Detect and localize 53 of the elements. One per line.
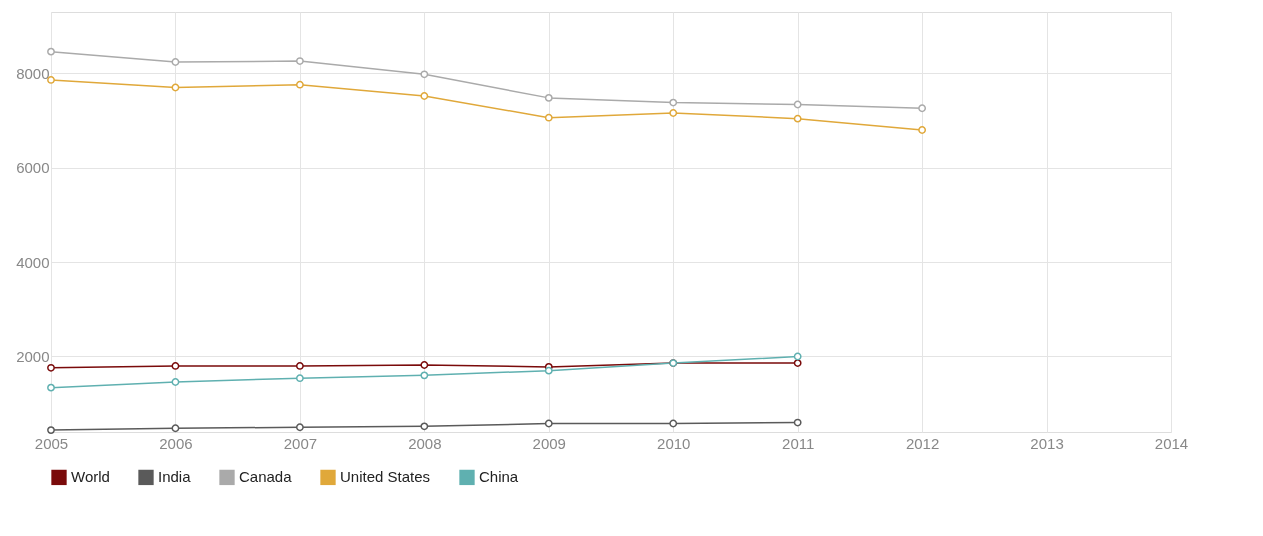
point	[295, 362, 304, 370]
x-tick-label: 2008	[408, 434, 442, 452]
y-tick-label: 4000	[16, 253, 50, 271]
x-tick-label: 2006	[159, 434, 193, 452]
point	[47, 363, 55, 372]
x-tick-label: 2010	[657, 434, 691, 452]
point	[793, 352, 802, 361]
x-tick-label: 2012	[905, 434, 940, 452]
point	[420, 422, 429, 431]
x-tick-label: 2011	[782, 434, 815, 452]
point	[793, 100, 802, 109]
legend-label: India	[158, 468, 192, 486]
legend-label: World	[71, 468, 110, 486]
y-tick-label: 8000	[16, 64, 50, 82]
point	[171, 83, 180, 92]
x-tick-label: 2014	[1154, 434, 1189, 452]
legend-label: United States	[340, 468, 431, 486]
legend-label: China	[479, 468, 519, 486]
y-tick-label: 6000	[16, 159, 50, 177]
point	[295, 57, 304, 65]
point	[47, 383, 55, 392]
x-tick-label: 2009	[532, 434, 566, 452]
point	[544, 93, 553, 102]
point	[918, 126, 927, 134]
x-tick-label: 2007	[283, 434, 318, 452]
point	[171, 378, 180, 386]
point	[544, 113, 553, 122]
point	[171, 362, 180, 370]
point	[295, 423, 304, 432]
point	[47, 76, 55, 84]
point	[47, 426, 55, 435]
point	[793, 359, 802, 368]
point	[295, 374, 304, 383]
point	[669, 98, 678, 107]
point	[171, 58, 180, 66]
legend-label: Canada	[239, 468, 293, 486]
point	[47, 47, 55, 56]
point	[669, 419, 678, 428]
point	[793, 418, 802, 427]
point	[544, 419, 553, 428]
point	[171, 424, 180, 433]
point	[420, 371, 429, 380]
point	[544, 366, 553, 375]
point	[295, 80, 304, 89]
point	[793, 114, 802, 123]
point	[420, 70, 429, 79]
point	[420, 361, 429, 369]
point	[669, 109, 678, 117]
point	[420, 92, 429, 100]
x-tick-label: 2005	[34, 434, 69, 452]
y-tick-label: 2000	[16, 347, 50, 365]
point	[918, 104, 927, 113]
x-tick-label: 2013	[1030, 434, 1064, 452]
